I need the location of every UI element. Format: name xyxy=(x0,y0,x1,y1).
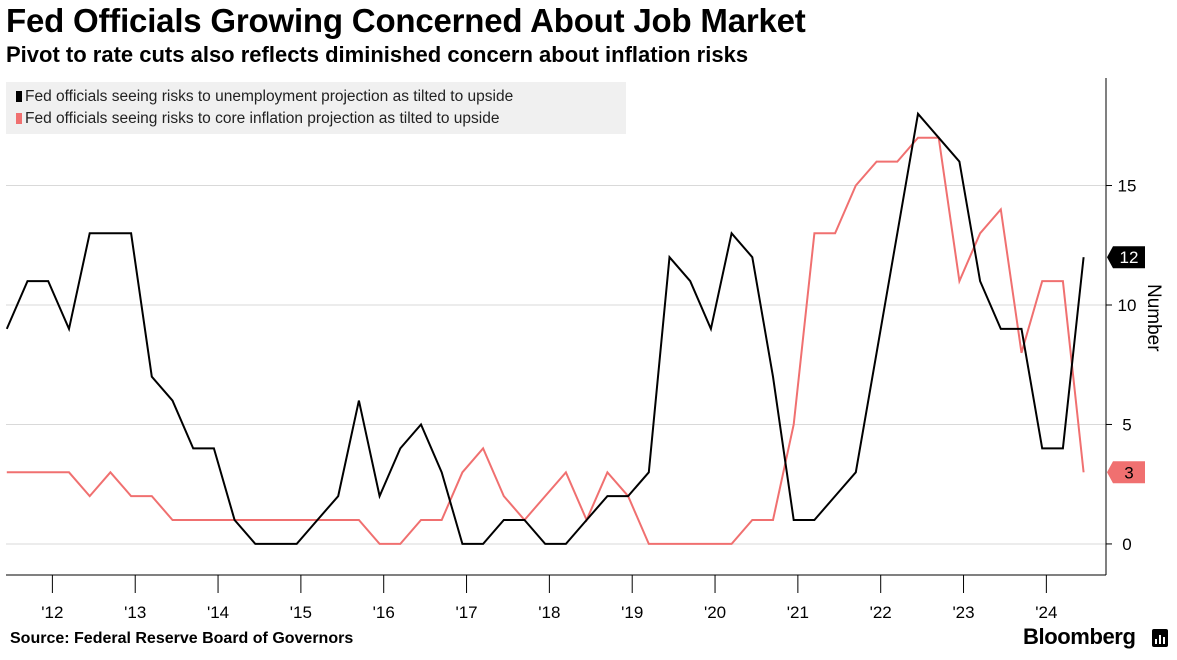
x-tick-label-2013: '13 xyxy=(124,603,146,622)
x-tick-label-2015: '15 xyxy=(290,603,312,622)
end-value-tag-inflation: 3 xyxy=(1107,461,1145,484)
y-tick-label-15: 15 xyxy=(1118,177,1137,196)
y-tick-label-5: 5 xyxy=(1122,415,1131,434)
legend: Fed officials seeing risks to unemployme… xyxy=(6,82,626,134)
series-line-inflation xyxy=(6,136,1085,545)
x-tick-label-2023: '23 xyxy=(952,603,974,622)
x-tick-label-2014: '14 xyxy=(207,603,229,622)
tick-labels: 0 5 10 15 '12 '13 '14 '15 '16 '17 '18 '19 '20 '21 '22 '… xyxy=(41,177,1164,622)
x-tick-label-2024: '24 xyxy=(1035,603,1057,622)
bloomberg-terminal-icon xyxy=(1152,629,1168,647)
legend-swatch-inflation xyxy=(16,113,22,124)
series-line-unemployment xyxy=(5,111,1085,545)
x-tick-label-2020: '20 xyxy=(704,603,726,622)
x-tick-label-2022: '22 xyxy=(870,603,892,622)
legend-swatch-unemployment xyxy=(16,91,22,102)
x-tick-label-2017: '17 xyxy=(455,603,477,622)
legend-label-unemployment: Fed officials seeing risks to unemployme… xyxy=(25,88,514,105)
y-tick-label-0: 0 xyxy=(1122,535,1131,554)
end-value-tag-bg-inflation xyxy=(1107,461,1145,484)
axes xyxy=(6,78,1112,593)
x-tick-label-2016: '16 xyxy=(373,603,395,622)
x-tick-label-2019: '19 xyxy=(621,603,643,622)
x-tick-label-2018: '18 xyxy=(538,603,560,622)
source-note: Source: Federal Reserve Board of Governo… xyxy=(10,630,354,647)
end-value-tag-bg-unemployment xyxy=(1107,246,1145,269)
bloomberg-logo: Bloomberg xyxy=(1023,624,1136,649)
chart-subtitle: Pivot to rate cuts also reflects diminis… xyxy=(6,42,749,67)
end-value-label-unemployment: 12 xyxy=(1120,248,1139,267)
legend-item-unemployment: Fed officials seeing risks to unemployme… xyxy=(16,88,513,106)
end-value-tag-unemployment: 12 xyxy=(1107,246,1145,269)
legend-label-inflation: Fed officials seeing risks to core infla… xyxy=(25,110,500,127)
grid-lines xyxy=(6,185,1106,545)
y-axis-title: Number xyxy=(1143,284,1164,352)
x-tick-label-2021: '21 xyxy=(787,603,809,622)
series-lines xyxy=(5,111,1085,545)
y-tick-label-10: 10 xyxy=(1118,296,1137,315)
chart-title: Fed Officials Growing Concerned About Jo… xyxy=(6,2,806,39)
end-value-label-inflation: 3 xyxy=(1124,463,1133,482)
legend-item-inflation: Fed officials seeing risks to core infla… xyxy=(16,110,499,128)
x-tick-label-2012: '12 xyxy=(41,603,63,622)
